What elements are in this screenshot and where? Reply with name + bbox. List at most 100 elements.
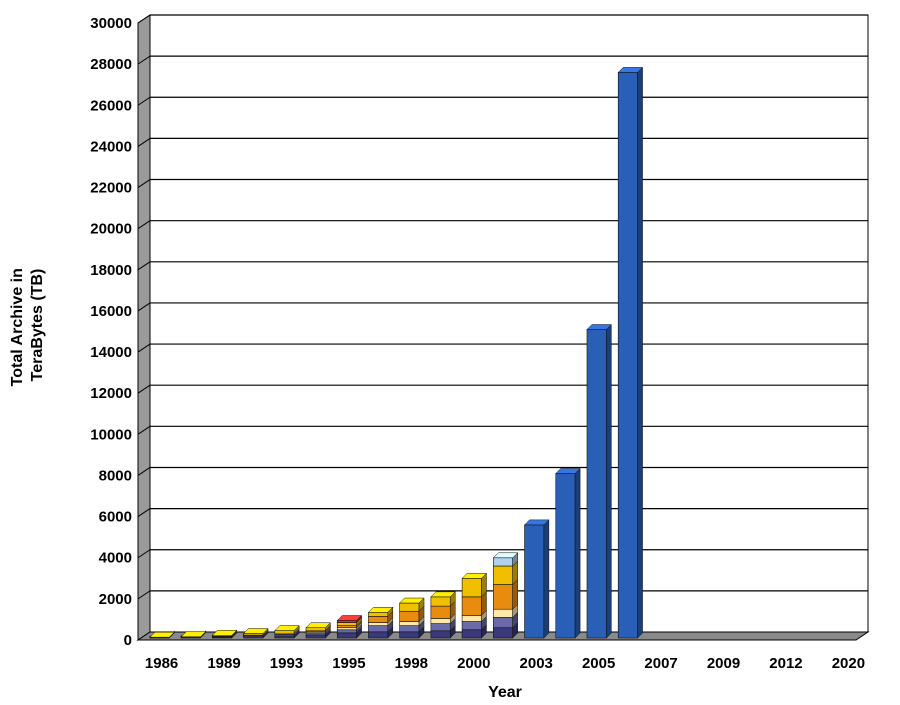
bar-2003 [523,519,550,639]
bar-segment [555,473,576,639]
bar-slot-9 [430,591,456,639]
y-tick-label: 2000 [99,591,132,608]
bar-segment [368,631,389,639]
bar-slot-11 [492,552,519,639]
bar-segment [461,629,482,639]
bar-segment [399,621,420,626]
bar-side [606,323,612,639]
x-tick-label: 2003 [520,655,553,672]
bar-segment [617,72,638,639]
x-tick-label: 1993 [270,655,303,672]
x-tick-label: 1986 [145,655,178,672]
y-tick-label: 8000 [99,467,132,484]
bar-segment [493,565,513,585]
bar-segment [430,623,451,632]
bar-segment [493,627,513,639]
y-tick-label: 4000 [99,550,132,567]
gridline-side [137,261,151,271]
y-tick-label: 16000 [90,303,132,320]
bar-1993 [274,624,300,639]
bar-side [543,519,550,639]
gridline-side [137,179,151,188]
gridline-side [137,220,151,230]
gridline-side [137,549,151,559]
y-tick-label: 12000 [90,385,132,402]
bar-segment [493,608,513,618]
x-tick-label: 2000 [457,655,490,672]
bar-segment [493,557,513,567]
bar-2005 [586,323,612,639]
bar-segment [461,615,482,622]
bar-slot-7 [367,606,394,639]
bar-segment [336,625,357,629]
gridlines [137,14,868,600]
y-tick-label: 0 [124,632,132,649]
x-axis-title: Year [488,684,522,700]
bar-top [461,573,488,579]
bar-segment [586,329,607,639]
gridline-side [137,343,151,353]
y-tick-label: 10000 [90,426,132,443]
gridline-side [137,55,151,65]
gridline-side [137,137,151,147]
gridline-side [137,96,151,106]
bar-segment [336,627,357,631]
bar-slot-13 [555,467,581,639]
bar-segment [493,584,513,610]
bar-segment [430,605,451,619]
x-tick-label: 2009 [707,655,740,672]
bar-1998 [399,597,425,639]
gridline-side [137,14,151,24]
y-tick-label: 28000 [90,56,132,73]
bar-segment [274,635,295,639]
bar-top [242,628,269,634]
x-tick-label: 1995 [332,655,365,672]
bars [149,66,644,639]
bar-segment [430,630,451,639]
bar-segment [336,620,357,623]
bar-top [430,591,456,598]
bar-segment [274,630,295,634]
bar-top [274,625,300,631]
bar-segment [399,602,420,612]
bar-1995 [336,614,363,639]
bar-segment [305,627,326,632]
bar-segment [368,622,389,626]
bar-segment [399,625,420,633]
x-tick-label: 2007 [644,655,677,672]
gridline-side [137,508,151,518]
bar-top [336,615,363,621]
y-axis-ticks: 0 2000 4000 6000 8000 10000 12000 14000 16000 180… [90,15,132,649]
x-axis-ticks: 1986 1989 1993 1995 1998 2000 2003 2005 2007 2009… [145,655,865,672]
bar-top [211,630,238,636]
bar-top [305,622,331,628]
bar-top [523,519,550,526]
gridline-side [137,590,151,600]
bar-segment [305,632,326,636]
bar-segment [368,616,389,623]
chart-walls [136,14,870,641]
x-tick-label: 1989 [207,655,240,672]
bar-slot-15 [617,66,644,639]
y-axis-title-line-1: Total Archive in [9,268,26,386]
bar-top [149,631,175,638]
y-tick-label: 30000 [90,15,132,32]
bar-segment [305,634,326,639]
bar-segment [524,524,545,639]
x-tick-label: 1998 [395,655,428,672]
y-tick-label: 18000 [90,262,132,279]
bar-top [180,631,207,638]
bar-top [399,597,425,604]
bar-1986 [149,630,175,639]
bar-segment [336,629,357,634]
bar-top [555,468,581,474]
gridline-side [137,425,151,435]
bar-segment [493,617,513,629]
y-tick-label: 14000 [90,344,132,361]
bar-slot-3 [242,627,269,639]
y-tick-label: 20000 [90,221,132,238]
y-tick-label: 6000 [99,509,132,526]
bar-segment [430,618,451,624]
